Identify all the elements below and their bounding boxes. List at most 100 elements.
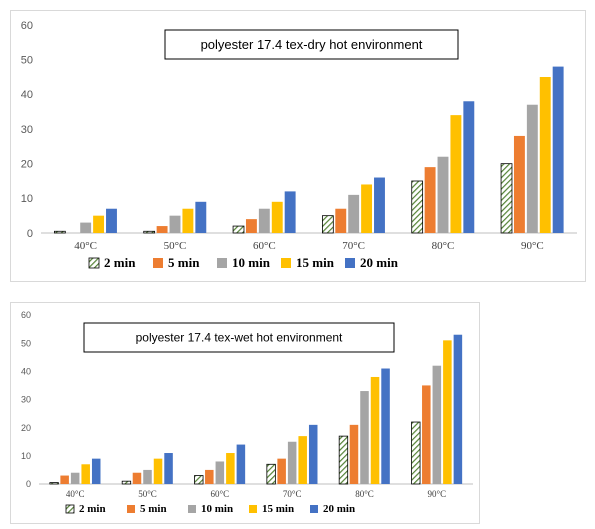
legend-swatch: [153, 258, 163, 268]
legend-swatch: [281, 258, 291, 268]
bar-20-min-2: [284, 191, 296, 233]
bar-2-min-3: [321, 215, 334, 234]
legend-swatch: [249, 505, 257, 513]
bar-20-min-4: [463, 101, 475, 234]
x-category-label: 50°C: [138, 489, 157, 499]
legend-swatch: [217, 258, 227, 268]
bar-2-min-4: [411, 180, 424, 234]
legend-label: 5 min: [140, 503, 167, 515]
bar-15-min-2: [226, 453, 235, 484]
bar-2-min-1: [143, 230, 156, 234]
bar-5-min-4: [349, 424, 359, 484]
y-tick-label: 50: [21, 338, 31, 348]
y-tick-label: 60: [21, 310, 31, 320]
bar-5-min-0: [60, 475, 69, 484]
legend-label: 15 min: [296, 255, 335, 270]
bar-20-min-1: [164, 453, 173, 484]
legend-label: 2 min: [79, 503, 106, 515]
bar-10-min-1: [169, 215, 181, 233]
legend-label: 10 min: [201, 503, 233, 515]
y-tick-label: 20: [21, 159, 33, 171]
bar-15-min-5: [443, 340, 452, 484]
bar-10-min-0: [80, 222, 92, 233]
bar-20-min-4: [381, 368, 390, 484]
y-tick-label: 60: [21, 20, 33, 32]
x-category-label: 80°C: [355, 489, 374, 499]
bar-20-min-5: [552, 66, 564, 233]
chart-title-box: [164, 29, 459, 60]
legend-swatch: [65, 504, 75, 514]
y-tick-label: 30: [21, 395, 31, 405]
bar-2-min-0: [54, 230, 66, 234]
legend-swatch: [188, 505, 196, 513]
bar-10-min-1: [143, 469, 152, 484]
y-tick-label: 0: [27, 228, 33, 240]
y-tick-label: 10: [21, 193, 33, 205]
legend-label: 10 min: [232, 255, 271, 270]
y-tick-label: 40: [21, 89, 33, 101]
bar-10-min-2: [258, 208, 270, 233]
bar-2-min-5: [411, 421, 421, 485]
bar-15-min-5: [539, 77, 551, 233]
bar-10-min-4: [360, 391, 369, 484]
legend-swatch: [127, 505, 135, 513]
bar-5-min-4: [424, 167, 436, 233]
bar-20-min-2: [236, 444, 246, 484]
bar-5-min-3: [277, 458, 286, 484]
bar-2-min-1: [121, 480, 132, 485]
bar-2-min-4: [338, 435, 349, 485]
bar-5-min-1: [132, 472, 142, 484]
legend-swatch: [345, 258, 355, 268]
legend-label: 5 min: [168, 255, 200, 270]
bar-2-min-2: [194, 475, 204, 485]
bar-10-min-4: [437, 156, 449, 233]
y-tick-label: 50: [21, 55, 33, 67]
chart-wet-svg: 0 10 20 30 40 50 60 40°C 50°C 60°C 70°C 80°C 90°C 2 m…: [21, 310, 473, 515]
x-category-label: 80°C: [432, 240, 455, 252]
bar-15-min-0: [81, 464, 90, 484]
bar-15-min-1: [153, 458, 163, 484]
bar-20-min-1: [195, 201, 207, 233]
bar-20-min-0: [106, 208, 117, 233]
legend-label: 20 min: [360, 255, 399, 270]
x-category-label: 40°C: [74, 240, 97, 252]
x-category-label: 40°C: [66, 489, 85, 499]
chart-title: polyester 17.4 tex-wet hot environment: [136, 331, 343, 345]
x-category-label: 90°C: [428, 489, 447, 499]
chart-dry-hot-environment: 0 10 20 30 40 50 60 40°C 50°C 60°C 70°C 80°C 90°C 2 m…: [10, 10, 586, 282]
y-tick-label: 20: [21, 423, 31, 433]
bar-20-min-0: [91, 458, 101, 484]
bar-5-min-2: [245, 219, 257, 233]
bar-15-min-0: [93, 215, 105, 233]
bar-5-min-1: [156, 226, 168, 233]
y-tick-label: 30: [21, 124, 33, 136]
legend-label: 15 min: [262, 503, 294, 515]
bar-5-min-5: [513, 135, 525, 233]
bar-10-min-3: [287, 441, 297, 484]
bar-15-min-4: [370, 376, 380, 484]
bar-10-min-5: [432, 365, 442, 484]
bar-20-min-5: [453, 334, 463, 484]
y-tick-label: 10: [21, 451, 31, 461]
y-tick-label: 0: [26, 479, 31, 489]
chart-title: polyester 17.4 tex-dry hot environment: [201, 37, 423, 52]
legend-label: 20 min: [323, 503, 355, 515]
x-category-label: 70°C: [283, 489, 302, 499]
chart-title-box: [83, 322, 395, 353]
x-category-label: 90°C: [521, 240, 544, 252]
x-category-label: 50°C: [164, 240, 187, 252]
legend-swatch: [88, 257, 100, 269]
bar-20-min-3: [308, 424, 318, 484]
legend-swatch: [310, 505, 318, 513]
legend-label: 2 min: [104, 255, 136, 270]
bar-2-min-3: [266, 463, 276, 485]
chart-dry-svg: 0 10 20 30 40 50 60 40°C 50°C 60°C 70°C 80°C 90°C 2 m…: [21, 20, 577, 270]
bar-2-min-5: [500, 163, 513, 234]
bar-10-min-5: [526, 104, 538, 233]
bar-2-min-2: [232, 225, 245, 234]
bar-5-min-3: [335, 208, 347, 233]
x-category-label: 70°C: [342, 240, 365, 252]
bar-15-min-1: [182, 208, 194, 233]
y-tick-label: 40: [21, 366, 31, 376]
x-category-label: 60°C: [211, 489, 230, 499]
